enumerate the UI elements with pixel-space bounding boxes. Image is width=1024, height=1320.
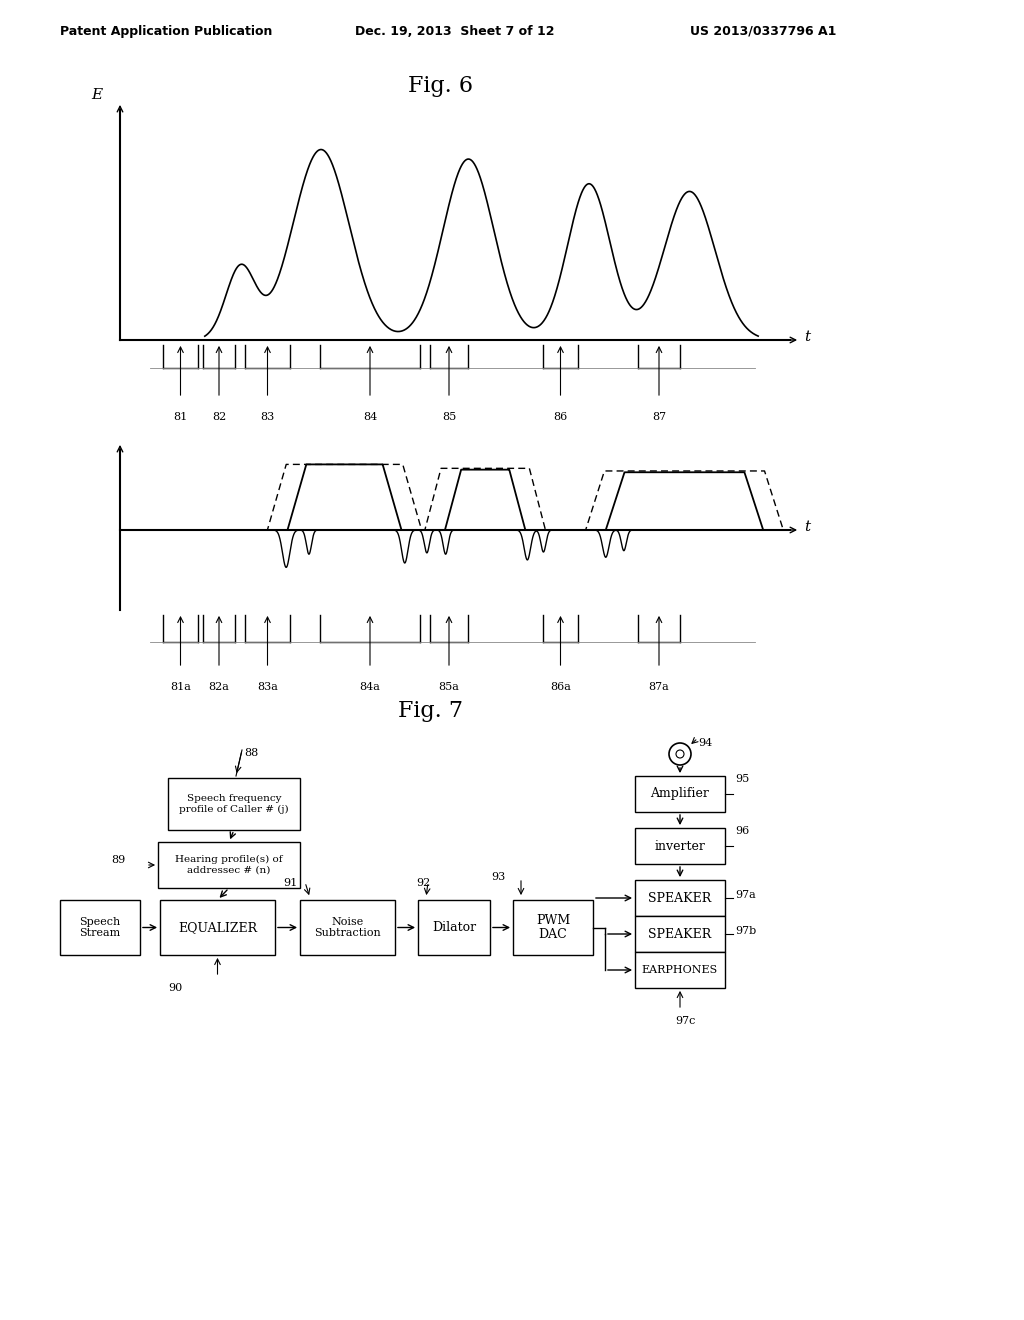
- Bar: [158, 842, 300, 888]
- Text: 84a: 84a: [359, 682, 381, 692]
- Text: SPEAKER: SPEAKER: [648, 928, 712, 940]
- Bar: [635, 828, 725, 865]
- Text: 86: 86: [553, 412, 567, 422]
- Text: US 2013/0337796 A1: US 2013/0337796 A1: [690, 25, 837, 38]
- Text: Amplifier: Amplifier: [650, 788, 710, 800]
- Text: t: t: [804, 520, 810, 535]
- Bar: [635, 916, 725, 952]
- Text: 84: 84: [362, 412, 377, 422]
- Text: 83a: 83a: [257, 682, 278, 692]
- Bar: [300, 900, 395, 954]
- Text: EARPHONES: EARPHONES: [642, 965, 718, 975]
- Text: Speech frequency
profile of Caller # (j): Speech frequency profile of Caller # (j): [179, 795, 289, 813]
- Text: 89: 89: [112, 855, 126, 865]
- Bar: [160, 900, 275, 954]
- Text: 90: 90: [168, 983, 182, 993]
- Text: 85a: 85a: [438, 682, 460, 692]
- Text: 82: 82: [212, 412, 226, 422]
- Text: SPEAKER: SPEAKER: [648, 891, 712, 904]
- Bar: [418, 900, 490, 954]
- Text: inverter: inverter: [654, 840, 706, 853]
- Text: t: t: [804, 330, 810, 345]
- Text: 87a: 87a: [648, 682, 670, 692]
- Bar: [635, 952, 725, 987]
- Text: Hearing profile(s) of
addressec # (n): Hearing profile(s) of addressec # (n): [175, 855, 283, 875]
- Text: 82a: 82a: [209, 682, 229, 692]
- Text: 86a: 86a: [550, 682, 571, 692]
- Text: PWM
DAC: PWM DAC: [536, 913, 570, 941]
- Bar: [635, 776, 725, 812]
- Text: Dilator: Dilator: [432, 921, 476, 935]
- Text: 93: 93: [490, 873, 505, 882]
- Bar: [60, 900, 140, 954]
- Text: Speech
Stream: Speech Stream: [80, 916, 121, 939]
- Text: 91: 91: [283, 878, 297, 888]
- Text: Noise
Subtraction: Noise Subtraction: [314, 916, 381, 939]
- Text: 92: 92: [416, 878, 430, 888]
- Text: EQUALIZER: EQUALIZER: [178, 921, 257, 935]
- Text: 97a: 97a: [735, 890, 756, 900]
- Text: 87: 87: [652, 412, 666, 422]
- Text: 94: 94: [698, 738, 713, 748]
- Text: 85: 85: [442, 412, 456, 422]
- Text: 97b: 97b: [735, 927, 757, 936]
- Text: 96: 96: [735, 826, 750, 836]
- Text: 81a: 81a: [170, 682, 190, 692]
- Text: 88: 88: [244, 748, 258, 758]
- Bar: [168, 777, 300, 830]
- Bar: [635, 880, 725, 916]
- Text: 95: 95: [735, 774, 750, 784]
- Text: 83: 83: [260, 412, 274, 422]
- Text: Patent Application Publication: Patent Application Publication: [60, 25, 272, 38]
- Text: 97c: 97c: [675, 1016, 695, 1026]
- Bar: [513, 900, 593, 954]
- Text: Fig. 7: Fig. 7: [397, 700, 463, 722]
- Text: 81: 81: [173, 412, 187, 422]
- Text: Dec. 19, 2013  Sheet 7 of 12: Dec. 19, 2013 Sheet 7 of 12: [355, 25, 555, 38]
- Text: E: E: [91, 88, 102, 102]
- Text: Fig. 6: Fig. 6: [408, 75, 472, 96]
